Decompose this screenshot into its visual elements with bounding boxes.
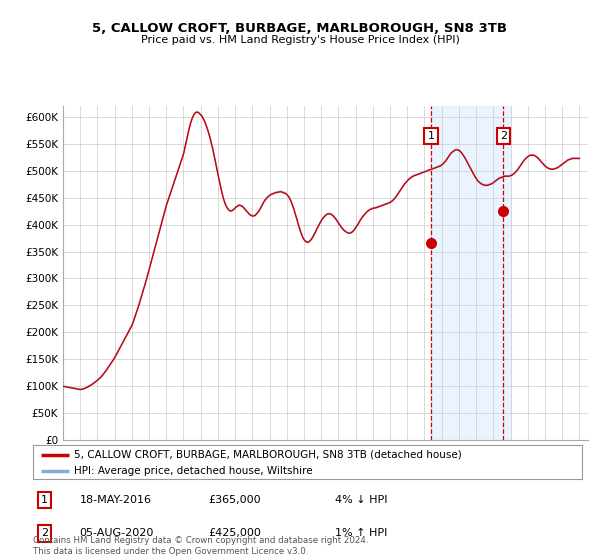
Text: £365,000: £365,000 bbox=[209, 495, 262, 505]
Text: 1: 1 bbox=[41, 495, 48, 505]
Text: £425,000: £425,000 bbox=[209, 529, 262, 538]
Text: 5, CALLOW CROFT, BURBAGE, MARLBOROUGH, SN8 3TB (detached house): 5, CALLOW CROFT, BURBAGE, MARLBOROUGH, S… bbox=[74, 450, 462, 460]
Text: HPI: Average price, detached house, Wiltshire: HPI: Average price, detached house, Wilt… bbox=[74, 466, 313, 477]
Text: 1% ↑ HPI: 1% ↑ HPI bbox=[335, 529, 388, 538]
Text: 4% ↓ HPI: 4% ↓ HPI bbox=[335, 495, 388, 505]
Text: Price paid vs. HM Land Registry's House Price Index (HPI): Price paid vs. HM Land Registry's House … bbox=[140, 35, 460, 45]
Text: 1: 1 bbox=[427, 131, 434, 141]
Text: Contains HM Land Registry data © Crown copyright and database right 2024.
This d: Contains HM Land Registry data © Crown c… bbox=[33, 536, 368, 556]
Text: 2: 2 bbox=[500, 131, 507, 141]
Text: 5, CALLOW CROFT, BURBAGE, MARLBOROUGH, SN8 3TB: 5, CALLOW CROFT, BURBAGE, MARLBOROUGH, S… bbox=[92, 22, 508, 35]
Bar bbox=[431, 106, 511, 440]
Text: 2: 2 bbox=[41, 529, 49, 538]
Text: 05-AUG-2020: 05-AUG-2020 bbox=[80, 529, 154, 538]
Text: 18-MAY-2016: 18-MAY-2016 bbox=[80, 495, 152, 505]
